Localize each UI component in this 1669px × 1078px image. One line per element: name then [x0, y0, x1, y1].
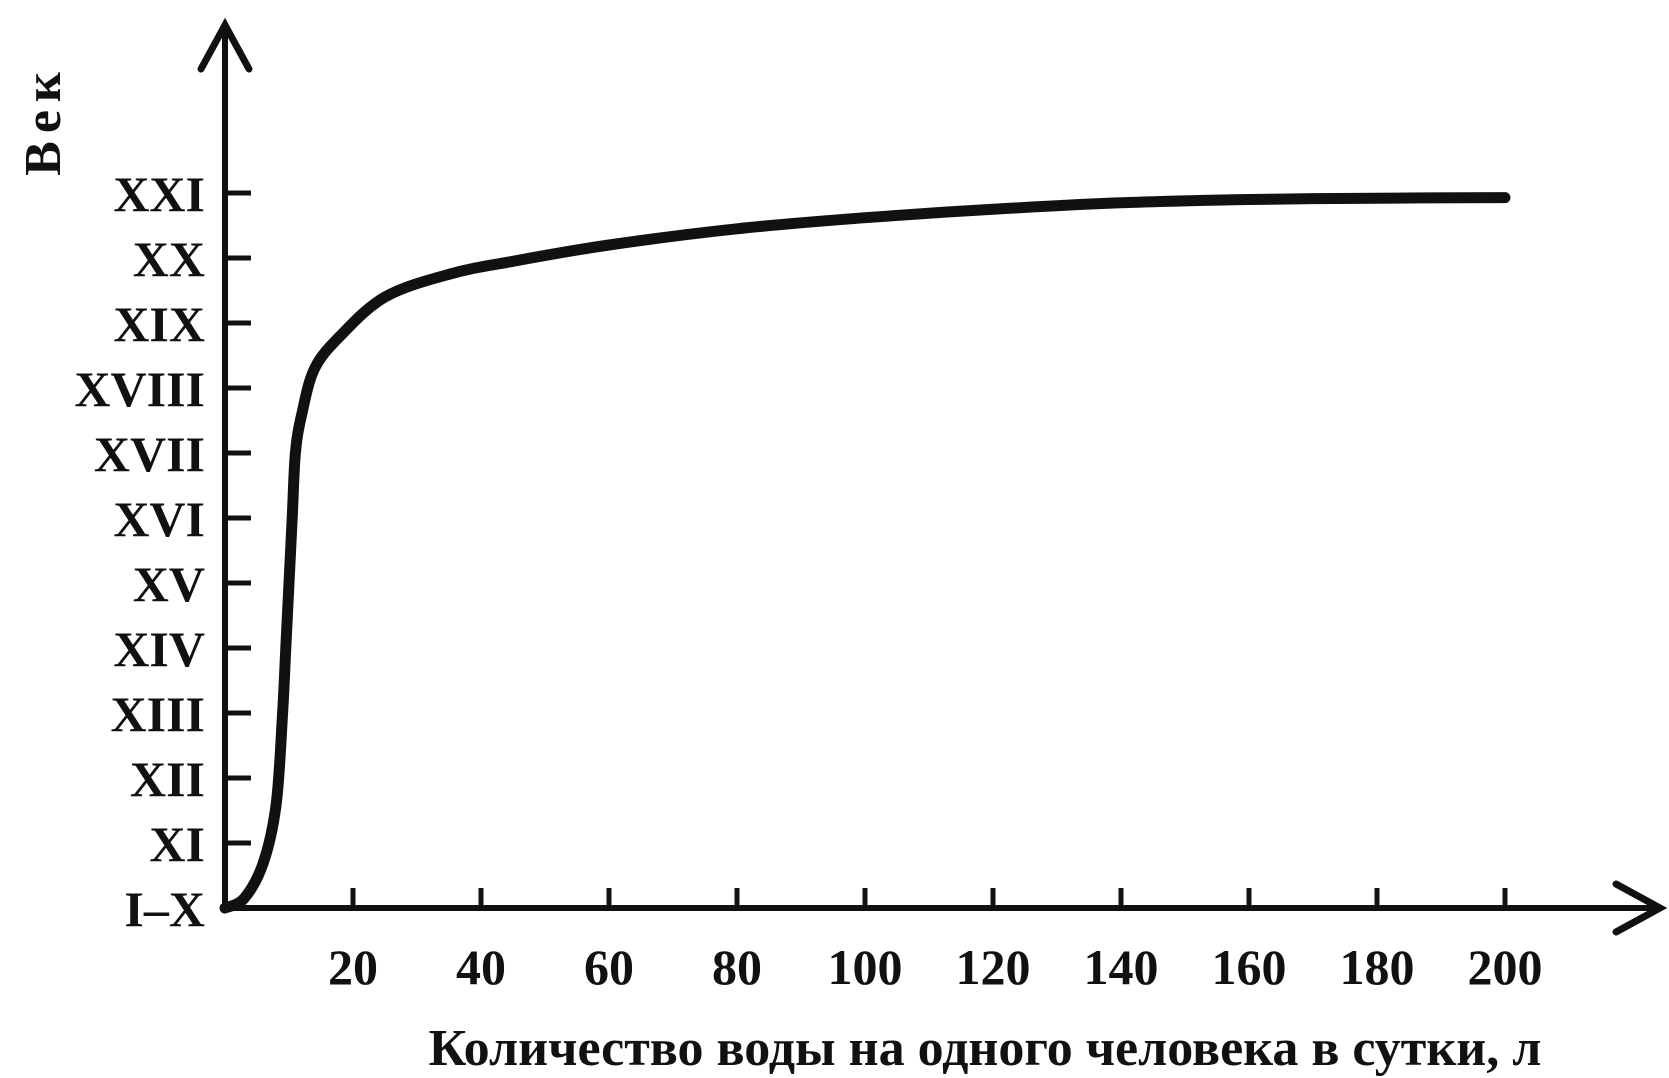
x-tick-label: 20	[328, 939, 378, 995]
y-tick-label: XV	[133, 556, 205, 612]
axes	[197, 17, 1668, 936]
y-tick-label: XX	[133, 231, 205, 287]
y-axis-title: Век	[15, 64, 72, 176]
y-tick-label: XIV	[113, 621, 205, 677]
x-tick-label: 40	[456, 939, 506, 995]
x-tick-label: 180	[1340, 939, 1415, 995]
x-tick-label: 100	[828, 939, 903, 995]
x-axis-arrow-icon	[1612, 880, 1668, 936]
x-tick-label: 60	[584, 939, 634, 995]
x-tick-label: 160	[1212, 939, 1287, 995]
y-tick-label: I–X	[124, 881, 205, 937]
x-tick-label: 120	[956, 939, 1031, 995]
y-tick-label: XVII	[94, 426, 205, 482]
y-tick-label: XII	[130, 751, 205, 807]
y-tick-label: XVIII	[74, 361, 205, 417]
x-tick-label: 140	[1084, 939, 1159, 995]
y-tick-label: XI	[149, 816, 205, 872]
y-axis-arrow-icon	[197, 17, 253, 73]
y-tick-label: XIII	[111, 686, 205, 742]
y-tick-label: XXI	[113, 166, 205, 222]
x-tick-label: 200	[1468, 939, 1543, 995]
ticks	[225, 190, 1508, 908]
tick-labels: 20 40 60 80 100 120 140 160 180 200 I–X XI XII XIII XI…	[74, 166, 1542, 995]
series-line	[219, 192, 1511, 914]
x-tick-label: 80	[712, 939, 762, 995]
x-axis-title: Количество воды на одного человека в сут…	[429, 1020, 1542, 1077]
y-tick-label: XVI	[113, 491, 205, 547]
y-tick-label: XIX	[113, 296, 205, 352]
series-layer	[219, 192, 1511, 914]
